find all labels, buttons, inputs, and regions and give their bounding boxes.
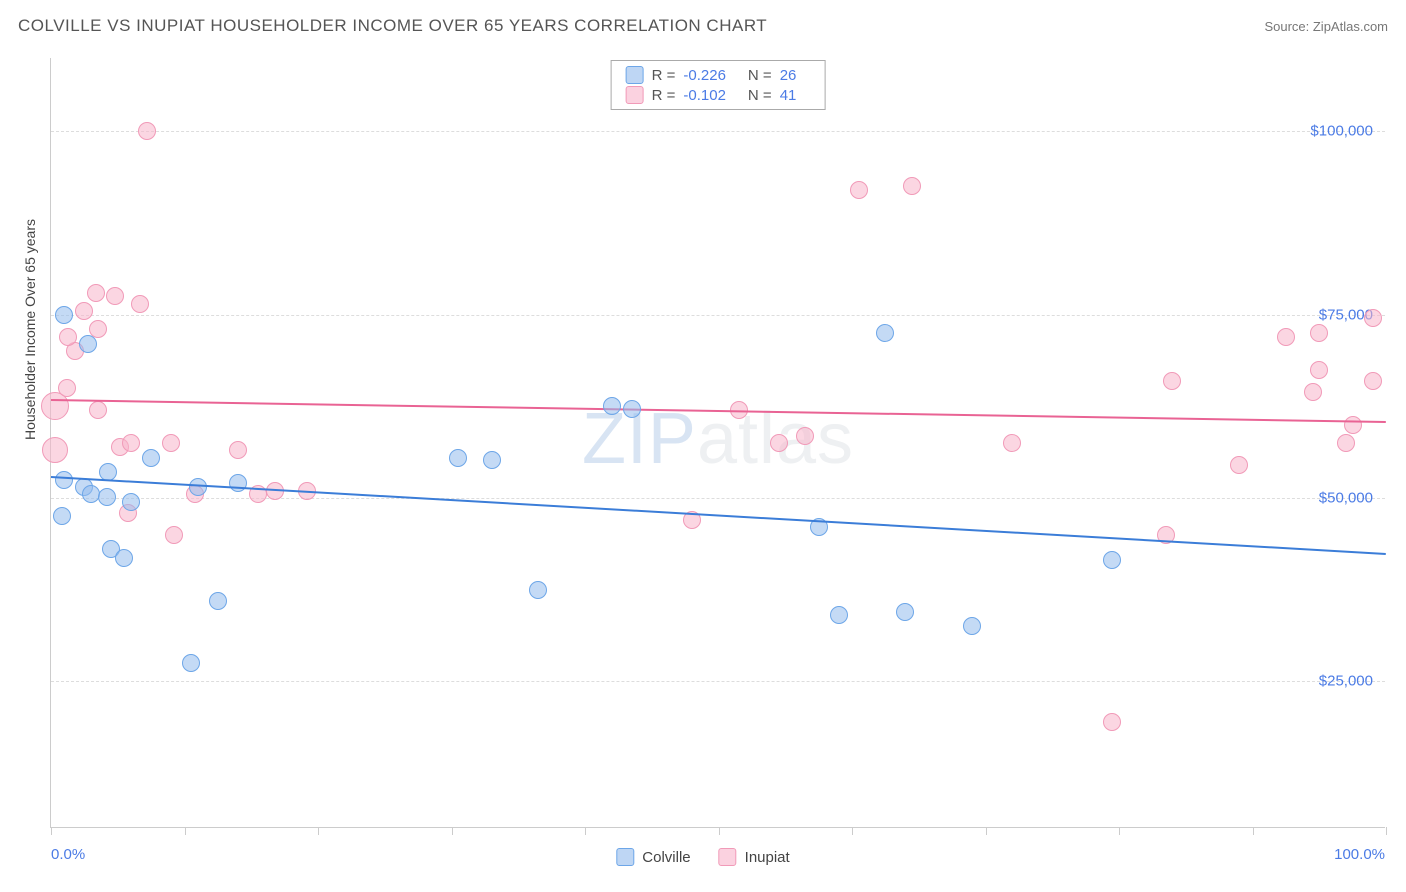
data-point — [1344, 416, 1362, 434]
data-point — [449, 449, 467, 467]
x-tick — [185, 827, 186, 835]
x-tick — [719, 827, 720, 835]
swatch-icon — [626, 86, 644, 104]
x-tick-label-end: 100.0% — [1334, 846, 1385, 863]
data-point — [87, 284, 105, 302]
data-point — [89, 401, 107, 419]
x-tick — [51, 827, 52, 835]
data-point — [1364, 372, 1382, 390]
x-tick — [1119, 827, 1120, 835]
data-point — [876, 324, 894, 342]
data-point — [903, 177, 921, 195]
stat-r-label: R = — [652, 67, 676, 84]
data-point — [623, 400, 641, 418]
data-point — [1310, 361, 1328, 379]
stat-r-label: R = — [652, 87, 676, 104]
data-point — [79, 335, 97, 353]
gridline — [51, 681, 1385, 682]
stat-r-value: -0.102 — [683, 87, 726, 104]
x-tick — [452, 827, 453, 835]
trend-line — [51, 476, 1386, 555]
data-point — [98, 488, 116, 506]
data-point — [896, 603, 914, 621]
data-point — [165, 526, 183, 544]
x-tick-label-start: 0.0% — [51, 846, 85, 863]
data-point — [1230, 456, 1248, 474]
stat-n-label: N = — [748, 67, 772, 84]
data-point — [182, 654, 200, 672]
data-point — [529, 581, 547, 599]
x-tick — [1386, 827, 1387, 835]
data-point — [796, 427, 814, 445]
legend-label-colville: Colville — [642, 849, 690, 866]
data-point — [59, 328, 77, 346]
swatch-pink-icon — [719, 848, 737, 866]
data-point — [189, 478, 207, 496]
legend-top: R = -0.226 N = 26 R = -0.102 N = 41 — [611, 60, 826, 110]
x-tick — [852, 827, 853, 835]
legend-item-inupiat: Inupiat — [719, 848, 790, 866]
gridline — [51, 131, 1385, 132]
data-point — [229, 441, 247, 459]
data-point — [106, 287, 124, 305]
swatch-blue-icon — [616, 848, 634, 866]
data-point — [1103, 551, 1121, 569]
x-tick — [986, 827, 987, 835]
y-tick-label: $50,000 — [1319, 490, 1373, 507]
legend-bottom: Colville Inupiat — [616, 848, 789, 866]
data-point — [1103, 713, 1121, 731]
data-point — [963, 617, 981, 635]
trend-line — [51, 399, 1386, 423]
data-point — [1304, 383, 1322, 401]
data-point — [58, 379, 76, 397]
data-point — [42, 437, 68, 463]
data-point — [122, 493, 140, 511]
stat-n-value: 26 — [780, 67, 797, 84]
data-point — [603, 397, 621, 415]
source-label: Source: ZipAtlas.com — [1264, 19, 1388, 34]
data-point — [162, 434, 180, 452]
data-point — [115, 549, 133, 567]
data-point — [1003, 434, 1021, 452]
data-point — [483, 451, 501, 469]
data-point — [1310, 324, 1328, 342]
stat-n-value: 41 — [780, 87, 797, 104]
data-point — [142, 449, 160, 467]
x-tick — [585, 827, 586, 835]
x-tick — [1253, 827, 1254, 835]
data-point — [1163, 372, 1181, 390]
gridline — [51, 315, 1385, 316]
legend-label-inupiat: Inupiat — [745, 849, 790, 866]
data-point — [229, 474, 247, 492]
chart-plot-area: ZIPatlas $25,000$50,000$75,000$100,0000.… — [50, 58, 1385, 828]
chart-title: COLVILLE VS INUPIAT HOUSEHOLDER INCOME O… — [18, 16, 767, 36]
chart-header: COLVILLE VS INUPIAT HOUSEHOLDER INCOME O… — [18, 16, 1388, 36]
data-point — [830, 606, 848, 624]
swatch-icon — [626, 66, 644, 84]
stat-r-value: -0.226 — [683, 67, 726, 84]
data-point — [1277, 328, 1295, 346]
data-point — [53, 507, 71, 525]
data-point — [850, 181, 868, 199]
data-point — [770, 434, 788, 452]
legend-top-row: R = -0.226 N = 26 — [626, 65, 811, 85]
x-tick — [318, 827, 319, 835]
data-point — [209, 592, 227, 610]
y-axis-label: Householder Income Over 65 years — [22, 219, 38, 440]
data-point — [138, 122, 156, 140]
data-point — [55, 471, 73, 489]
data-point — [1337, 434, 1355, 452]
data-point — [122, 434, 140, 452]
data-point — [55, 306, 73, 324]
stat-n-label: N = — [748, 87, 772, 104]
data-point — [131, 295, 149, 313]
legend-top-row: R = -0.102 N = 41 — [626, 85, 811, 105]
data-point — [75, 302, 93, 320]
legend-item-colville: Colville — [616, 848, 690, 866]
y-tick-label: $100,000 — [1310, 123, 1373, 140]
y-tick-label: $25,000 — [1319, 673, 1373, 690]
data-point — [1364, 309, 1382, 327]
